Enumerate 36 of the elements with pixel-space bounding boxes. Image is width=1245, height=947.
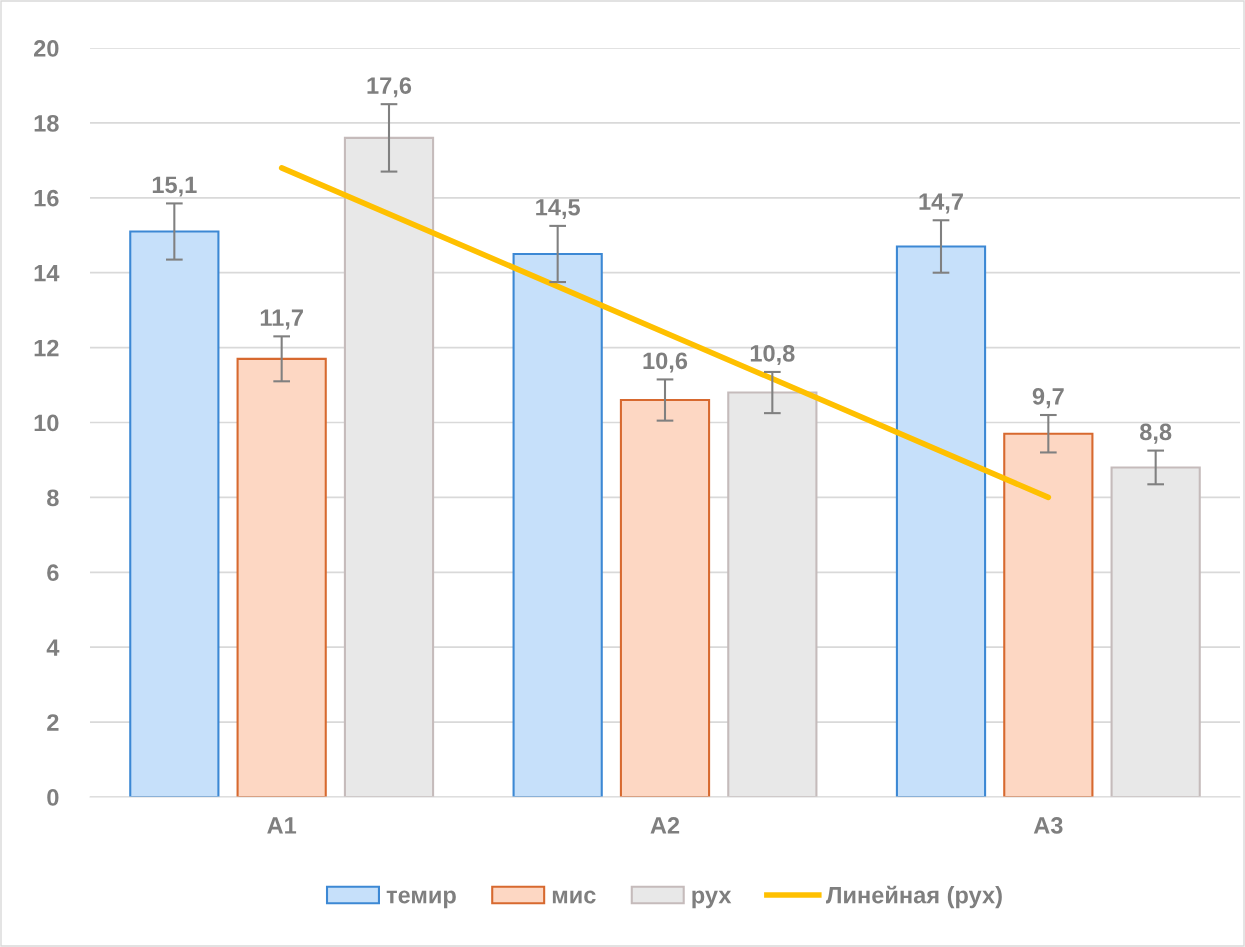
data-label: 15,1 xyxy=(152,176,197,197)
y-tick-label: 18 xyxy=(34,114,59,132)
legend-label: темир xyxy=(386,890,456,909)
legend-label: мис xyxy=(552,890,596,904)
x-tick-label: A3 xyxy=(1033,817,1063,834)
legend-label: Линейная (рух) xyxy=(825,885,1002,909)
data-label: 11,7 xyxy=(260,309,303,330)
y-tick-label: 14 xyxy=(34,265,60,282)
data-label: 14,5 xyxy=(536,199,580,220)
bar xyxy=(1110,466,1201,797)
bar xyxy=(512,252,603,797)
x-tick-label: A2 xyxy=(650,817,680,834)
data-label: 8,8 xyxy=(1140,423,1172,444)
y-tick-label: 12 xyxy=(34,339,59,357)
data-label: 10,6 xyxy=(643,352,688,373)
bar xyxy=(895,245,987,797)
data-label: 10,8 xyxy=(750,344,795,366)
bar xyxy=(619,398,711,797)
bar xyxy=(343,136,435,797)
y-tick-label: 8 xyxy=(47,489,59,507)
data-label: 17,6 xyxy=(367,77,412,98)
y-tick-label: 10 xyxy=(34,414,59,432)
data-label: 9,7 xyxy=(1032,388,1064,409)
legend-label: рух xyxy=(692,890,732,909)
y-tick-label: 0 xyxy=(47,789,59,806)
y-tick-label: 6 xyxy=(47,564,59,582)
bar xyxy=(1003,432,1094,797)
x-tick-label: A1 xyxy=(267,817,297,834)
data-label: 14,7 xyxy=(919,193,963,214)
bar xyxy=(727,391,818,797)
bar xyxy=(236,357,327,797)
y-tick-label: 16 xyxy=(34,189,59,207)
y-tick-label: 4 xyxy=(46,639,60,656)
y-tick-label: 2 xyxy=(47,714,59,731)
y-tick-label: 20 xyxy=(34,40,59,57)
bar xyxy=(129,230,220,797)
